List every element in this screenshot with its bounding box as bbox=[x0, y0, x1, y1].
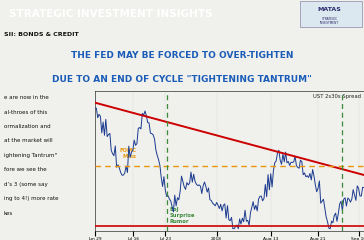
Text: at the market will: at the market will bbox=[4, 138, 52, 144]
Text: STRATEGIC
INVESTMENT: STRATEGIC INVESTMENT bbox=[320, 17, 339, 25]
Text: UST 2s30s Spread: UST 2s30s Spread bbox=[313, 94, 361, 99]
Text: al-throes of this: al-throes of this bbox=[4, 110, 47, 115]
Text: e are now in the: e are now in the bbox=[4, 95, 48, 100]
Text: ormalization and: ormalization and bbox=[4, 124, 51, 129]
Text: DUE TO AN END OF CYCLE "TIGHTENING TANTRUM": DUE TO AN END OF CYCLE "TIGHTENING TANTR… bbox=[52, 76, 312, 84]
Text: ightening Tantrum": ightening Tantrum" bbox=[4, 153, 57, 158]
Text: fore we see the: fore we see the bbox=[4, 167, 47, 172]
Text: FOMC
Mins: FOMC Mins bbox=[120, 148, 137, 159]
Text: BoJ
Surprise
Rumor: BoJ Surprise Rumor bbox=[169, 207, 195, 224]
Text: STRATEGIC INVESTMENT INSIGHTS: STRATEGIC INVESTMENT INSIGHTS bbox=[9, 9, 213, 19]
Bar bbox=[300, 1, 362, 27]
Text: ing to 4!) more rate: ing to 4!) more rate bbox=[4, 196, 58, 201]
Text: MATAS: MATAS bbox=[317, 7, 341, 12]
Text: kes: kes bbox=[4, 210, 13, 216]
Text: SII: BONDS & CREDIT: SII: BONDS & CREDIT bbox=[4, 32, 78, 37]
Text: THE FED MAY BE FORCED TO OVER-TIGHTEN: THE FED MAY BE FORCED TO OVER-TIGHTEN bbox=[71, 50, 293, 60]
Text: d’s 3 (some say: d’s 3 (some say bbox=[4, 182, 48, 187]
